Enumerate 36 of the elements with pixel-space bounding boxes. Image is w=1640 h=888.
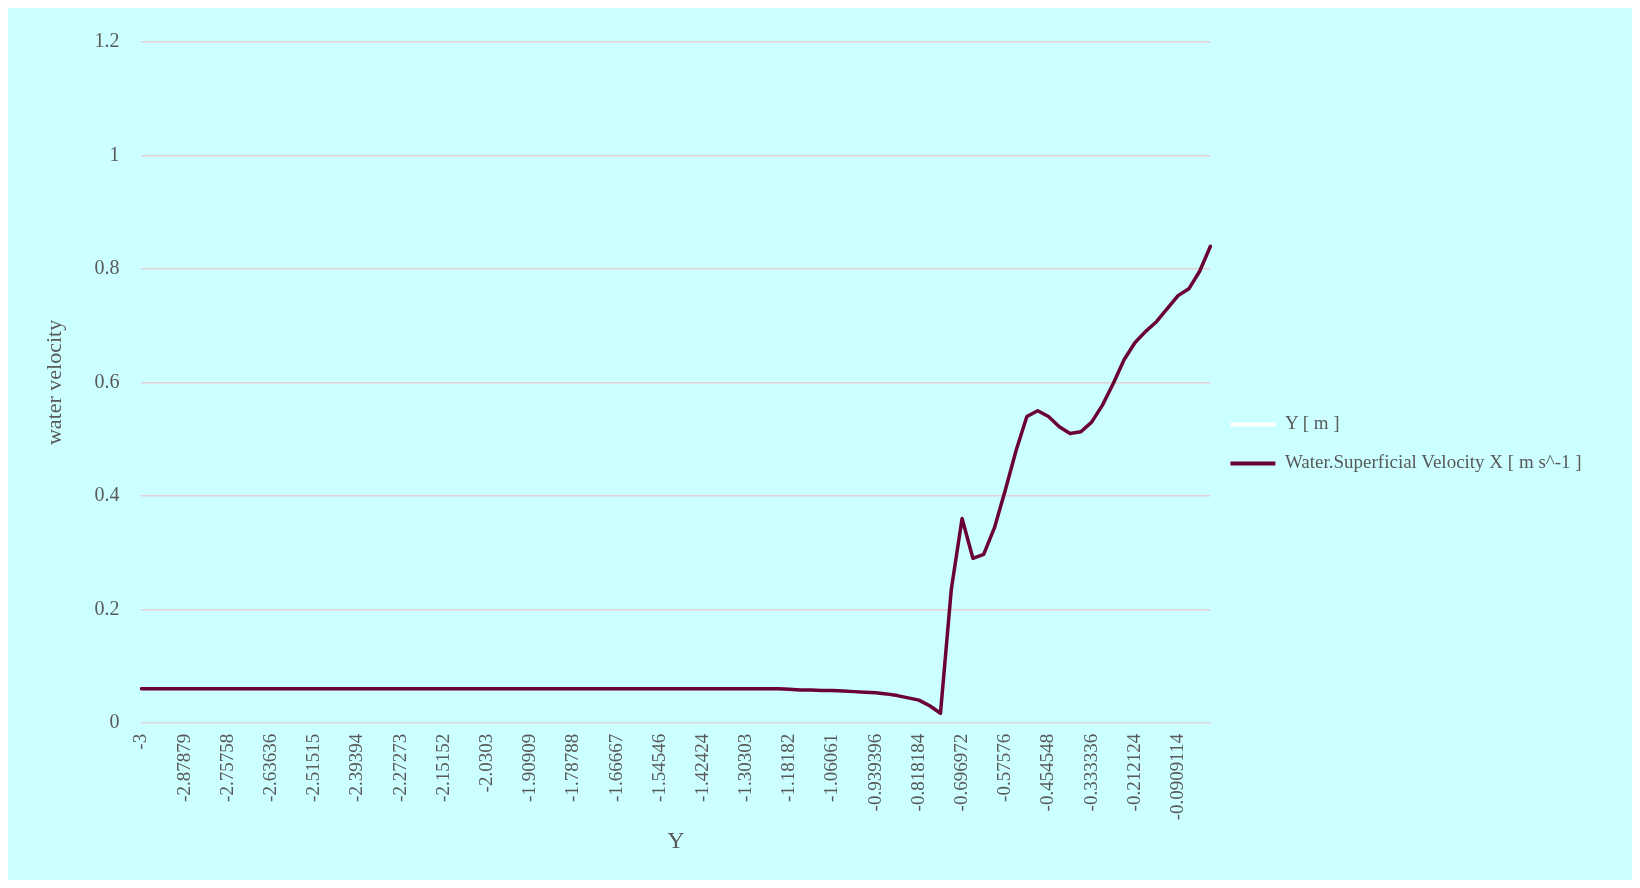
y-tick-label: 0.4: [94, 483, 120, 506]
x-tick-label: -0.939396: [863, 733, 885, 812]
legend-label: Water.Superficial Velocity X [ m s^-1 ]: [1284, 451, 1582, 473]
legend-label: Y [ m ]: [1284, 412, 1340, 434]
x-tick-label: -2.87879: [172, 733, 194, 802]
y-tick-label: 0: [109, 710, 120, 733]
x-tick-label: -1.30303: [734, 733, 756, 802]
x-tick-label: -2.0303: [474, 733, 496, 793]
y-tick-label: 1.2: [94, 29, 120, 52]
x-tick-label: -2.63636: [258, 733, 280, 802]
y-tick-label: 0.8: [94, 256, 120, 279]
x-tick-label: -1.06061: [820, 733, 842, 802]
x-tick-label: -1.78788: [561, 733, 583, 802]
x-tick-label: -3: [129, 733, 151, 750]
x-tick-label: -0.212124: [1122, 733, 1144, 812]
x-tick-label: -0.57576: [993, 733, 1015, 802]
y-tick-label: 0.6: [94, 369, 120, 392]
y-tick-label: 1: [109, 142, 120, 165]
x-tick-label: -2.51515: [302, 733, 324, 802]
x-tick-label: -1.42424: [690, 733, 712, 802]
x-tick-label: -1.66667: [604, 733, 626, 802]
x-tick-label: -0.0909114: [1166, 733, 1188, 821]
x-tick-label: -0.818184: [906, 733, 928, 812]
x-tick-label: -0.696972: [950, 733, 972, 812]
y-axis-title: water velocity: [40, 319, 66, 446]
x-tick-label: -1.54546: [647, 733, 669, 802]
x-tick-label: -2.27273: [388, 733, 410, 802]
x-tick-label: -2.75758: [215, 733, 237, 802]
x-tick-label: -1.18182: [777, 733, 799, 802]
x-tick-label: -2.39394: [345, 733, 367, 802]
x-tick-label: -2.15152: [431, 733, 453, 802]
x-tick-label: -0.454548: [1036, 733, 1058, 812]
x-axis-title: Y: [667, 826, 685, 853]
x-tick-label: -1.90909: [518, 733, 540, 802]
x-tick-label: -0.333336: [1079, 733, 1101, 812]
y-tick-label: 0.2: [94, 596, 120, 619]
